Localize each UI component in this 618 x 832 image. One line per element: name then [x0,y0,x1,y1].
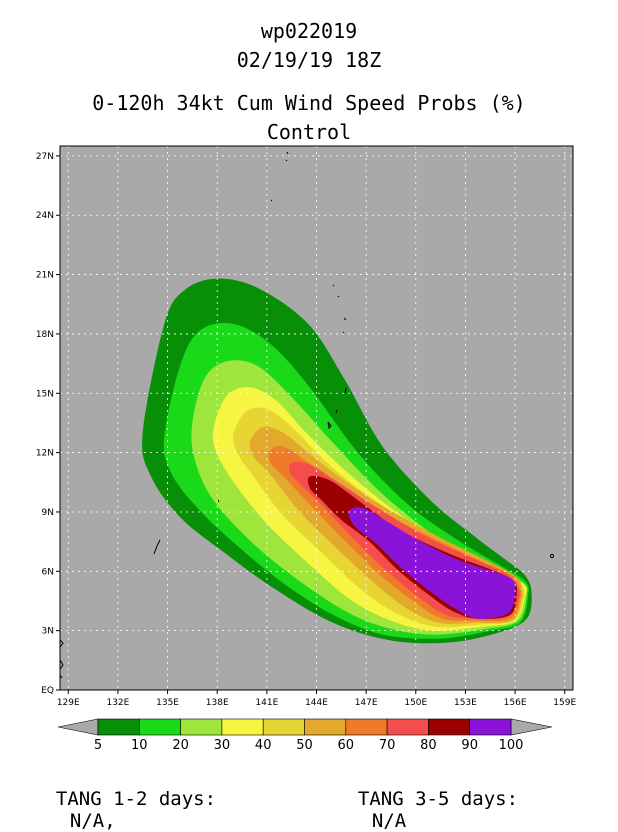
x-tick-label: 153E [454,698,477,708]
y-tick-label: 24N [36,211,54,221]
colorbar-label: 100 [499,738,524,753]
x-tick-label: 132E [106,698,129,708]
island-outline [217,499,220,503]
y-tick-label: 15N [36,389,54,399]
colorbar-swatch [97,718,140,736]
y-tick-label: 27N [36,152,54,162]
colorbar-low-arrow [57,718,99,736]
colorbar-label: 90 [461,738,478,753]
colorbar-label: 30 [214,738,231,753]
island-outline [285,151,289,162]
x-tick-label: 150E [404,698,427,708]
colorbar-swatch [180,718,223,736]
y-tick-label: 9N [42,508,54,518]
colorbar-label: 40 [255,738,272,753]
tang-3-5-value: N/A [371,810,407,832]
colorbar-label: 80 [420,738,437,753]
y-tick-label: EQ [41,686,54,696]
colorbar-label: 60 [338,738,355,753]
y-tick-label: 12N [36,449,54,459]
colorbar-label: 50 [296,738,313,753]
x-tick-label: 138E [206,698,229,708]
y-tick-label: 6N [42,567,54,577]
y-axis: EQ 3N 6N 9N 12N 15N 18N 21N 24N 27N [36,152,60,696]
colorbar-swatch [139,718,181,736]
colorbar-swatch [386,718,429,736]
chart-title: 0-120h 34kt Cum Wind Speed Probs (%) [92,91,526,115]
colorbar-swatch [428,718,470,736]
x-tick-label: 147E [355,698,378,708]
colorbar-swatch [262,718,305,736]
x-tick-label: 135E [156,698,179,708]
tang-3-5-label: TANG 3-5 days: [357,788,519,810]
colorbar-high-arrow [510,718,553,736]
x-axis: 129E 132E 135E 138E 141E 144E 147E 150E 153E 156E… [57,690,576,708]
tang-3-5-days: TANG 3-5 days: N/A [335,766,518,832]
island-outline [153,539,161,555]
x-tick-label: 141E [255,698,278,708]
colorbar-swatch [221,718,264,736]
tang-1-2-days: TANG 1-2 days: N/A, [33,766,216,832]
x-tick-label: 159E [553,698,576,708]
lat-lon-grid [60,146,573,690]
forecast-datetime: 02/19/19 18Z [236,48,382,72]
tang-1-2-label: TANG 1-2 days: [55,788,217,810]
colorbar-label: 10 [131,738,148,753]
chart-subtitle: Control [266,120,352,144]
colorbar-label: 70 [379,738,396,753]
colorbar-swatch [345,718,388,736]
x-tick-label: 144E [305,698,328,708]
x-tick-label: 156E [504,698,527,708]
colorbar-label: 20 [172,738,189,753]
color-legend: 5 10 20 30 40 50 60 70 80 90 100 [57,718,553,753]
contour-90-percent [348,507,516,619]
x-tick-label: 129E [57,698,80,708]
colorbar-label: 5 [94,738,102,753]
colorbar-swatch [304,718,347,736]
island-outline [327,284,347,430]
y-tick-label: 3N [42,627,54,637]
storm-id: wp022019 [260,19,358,43]
island-outline [270,199,273,202]
colorbar-swatch [469,718,512,736]
island-outline [549,553,555,559]
y-tick-label: 18N [36,330,54,340]
tang-1-2-value: N/A, [69,810,116,832]
y-tick-label: 21N [36,271,54,281]
